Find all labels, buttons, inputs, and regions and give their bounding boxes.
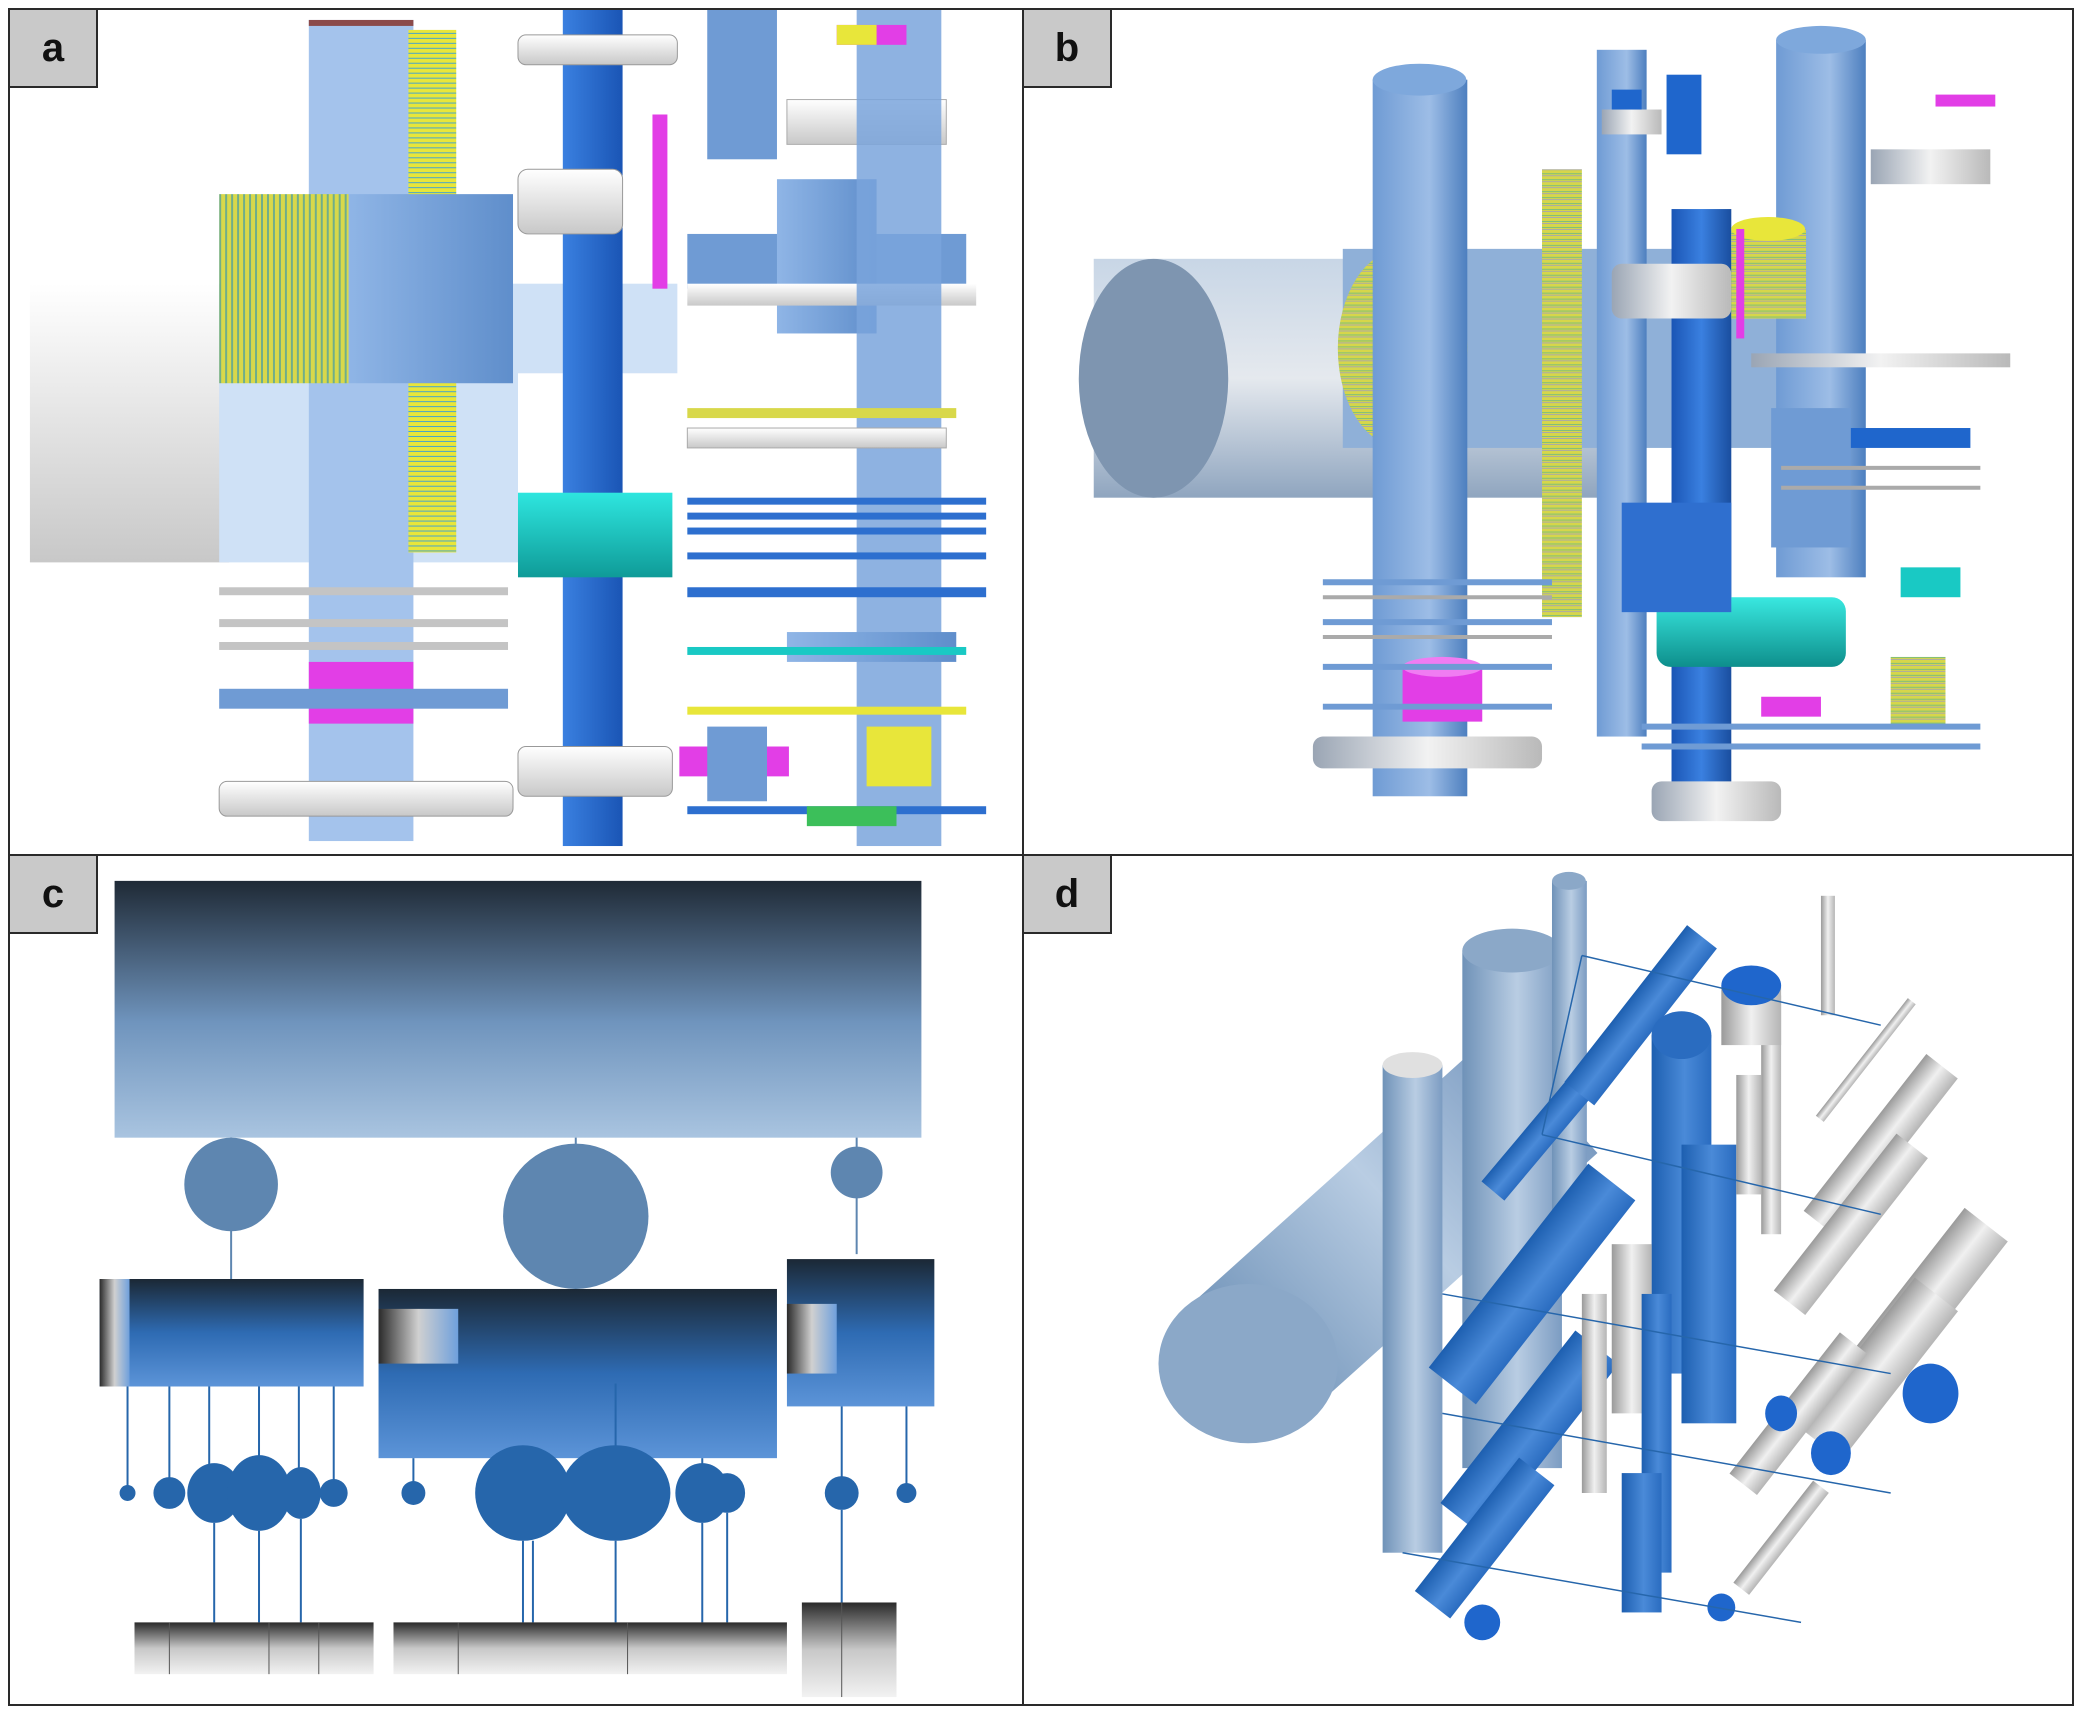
panel-b: b [1022,8,2074,856]
panel-d-visualization [1158,871,2008,1641]
panel-c: c [8,854,1024,1706]
panel-d: d [1022,854,2074,1706]
panel-a-visualization [29,10,987,847]
panel-label-b: b [1024,10,1112,88]
panel-label-d: d [1024,856,1112,934]
panel-label-c: c [10,856,98,934]
panel-c-visualization [99,880,935,1698]
panel-a: a [8,8,1024,856]
panel-b-visualization [1078,25,2011,822]
panel-label-a: a [10,10,98,88]
